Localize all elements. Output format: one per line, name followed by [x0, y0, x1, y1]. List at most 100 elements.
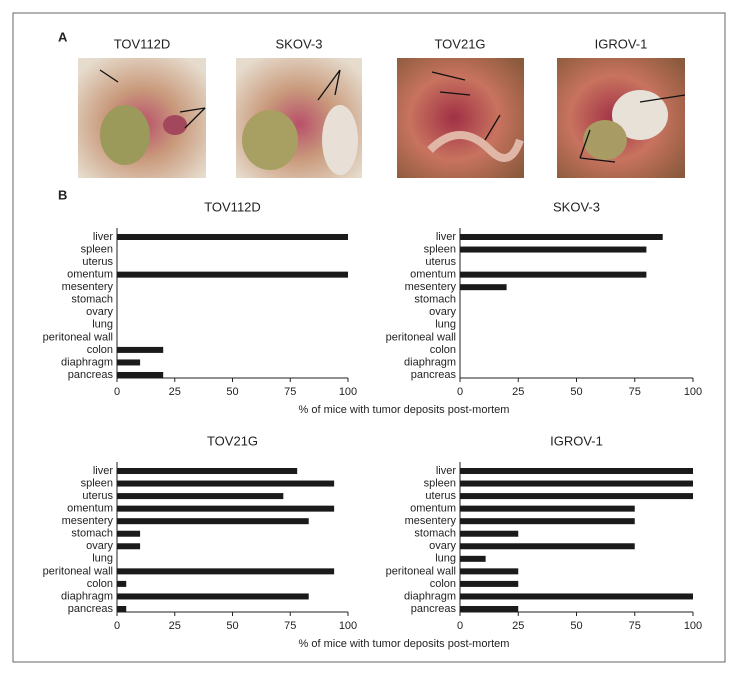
bar [460, 568, 519, 575]
x-tick-label: 75 [629, 620, 641, 632]
y-tick-label: liver [93, 231, 114, 243]
y-tick-label: pancreas [411, 603, 457, 615]
y-tick-label: omentum [67, 503, 113, 515]
bar [117, 234, 348, 240]
y-tick-label: pancreas [68, 369, 114, 381]
x-axis-label: % of mice with tumor deposits post-morte… [299, 638, 510, 650]
x-axis-label: % of mice with tumor deposits post-morte… [299, 404, 510, 416]
bar [460, 543, 635, 550]
bar [117, 372, 164, 378]
photo-title: SKOV-3 [276, 36, 323, 51]
y-tick-label: liver [436, 231, 457, 243]
y-tick-label: colon [87, 578, 113, 590]
x-tick-label: 0 [457, 386, 463, 398]
y-tick-label: uterus [425, 256, 456, 268]
y-tick-label: diaphragm [404, 590, 456, 602]
panel-label: B [58, 187, 67, 202]
photo-detail [100, 105, 150, 165]
y-tick-label: diaphragm [61, 356, 113, 368]
bar [460, 518, 635, 525]
bar [460, 468, 693, 474]
y-tick-label: spleen [81, 477, 113, 489]
x-tick-label: 100 [339, 620, 357, 632]
y-tick-label: colon [430, 344, 456, 356]
x-tick-label: 50 [226, 620, 238, 632]
y-tick-label: spleen [81, 243, 113, 255]
x-tick-label: 0 [114, 620, 120, 632]
photo-title: TOV21G [434, 36, 485, 51]
bar [117, 480, 335, 487]
y-tick-label: spleen [424, 477, 456, 489]
bar [117, 580, 127, 587]
y-tick-label: liver [436, 465, 457, 477]
y-tick-label: uterus [82, 490, 113, 502]
bar [460, 580, 519, 587]
y-tick-label: peritoneal wall [43, 565, 113, 577]
y-tick-label: lung [92, 319, 113, 331]
bar [460, 530, 519, 537]
bar [117, 346, 164, 353]
x-tick-label: 25 [169, 386, 181, 398]
y-tick-label: mesentery [405, 281, 457, 293]
y-tick-label: diaphragm [61, 590, 113, 602]
y-tick-label: spleen [424, 243, 456, 255]
bar [460, 271, 647, 278]
photo-detail [583, 120, 627, 160]
chart-title: IGROV-1 [550, 433, 603, 448]
y-tick-label: mesentery [62, 515, 114, 527]
photos: TOV112D SKOV-3 TOV21G IGROV-1 [78, 36, 686, 178]
bar [117, 518, 309, 525]
y-tick-label: colon [87, 344, 113, 356]
photo-title: IGROV-1 [595, 36, 648, 51]
y-tick-label: ovary [429, 306, 456, 318]
y-tick-label: lung [435, 319, 456, 331]
bar [117, 530, 141, 537]
photo-detail [427, 131, 524, 162]
x-tick-label: 0 [114, 386, 120, 398]
photo-detail [242, 110, 298, 170]
y-tick-label: lung [92, 553, 113, 565]
x-tick-label: 50 [226, 386, 238, 398]
y-tick-label: stomach [71, 294, 113, 306]
photo-title: TOV112D [114, 36, 171, 51]
bar [117, 493, 284, 500]
x-tick-label: 100 [684, 386, 702, 398]
y-tick-label: peritoneal wall [386, 565, 456, 577]
y-tick-label: pancreas [411, 369, 457, 381]
bar [117, 593, 309, 600]
bar [460, 234, 663, 240]
y-tick-label: diaphragm [404, 356, 456, 368]
bar [117, 543, 141, 550]
x-tick-label: 75 [284, 620, 296, 632]
x-tick-label: 75 [629, 386, 641, 398]
frame [12, 12, 726, 663]
bar [460, 555, 486, 562]
y-tick-label: colon [430, 578, 456, 590]
x-tick-label: 25 [512, 620, 524, 632]
bar [117, 468, 298, 474]
x-tick-label: 50 [570, 620, 582, 632]
y-tick-label: stomach [71, 528, 113, 540]
photo-detail [322, 105, 358, 175]
panel-label: A [58, 29, 68, 44]
y-tick-label: omentum [67, 269, 113, 281]
y-tick-label: peritoneal wall [386, 331, 456, 343]
bar [117, 568, 335, 575]
x-tick-label: 25 [169, 620, 181, 632]
y-tick-label: ovary [86, 540, 113, 552]
x-tick-label: 100 [684, 620, 702, 632]
bar [117, 359, 141, 366]
y-tick-label: mesentery [405, 515, 457, 527]
x-tick-label: 75 [284, 386, 296, 398]
bar [460, 284, 507, 291]
bar [460, 493, 693, 500]
y-tick-label: liver [93, 465, 114, 477]
y-tick-label: omentum [410, 503, 456, 515]
bar [460, 505, 635, 512]
bar [117, 271, 348, 278]
x-tick-label: 50 [570, 386, 582, 398]
y-tick-label: uterus [82, 256, 113, 268]
bar [460, 480, 693, 487]
x-tick-label: 100 [339, 386, 357, 398]
